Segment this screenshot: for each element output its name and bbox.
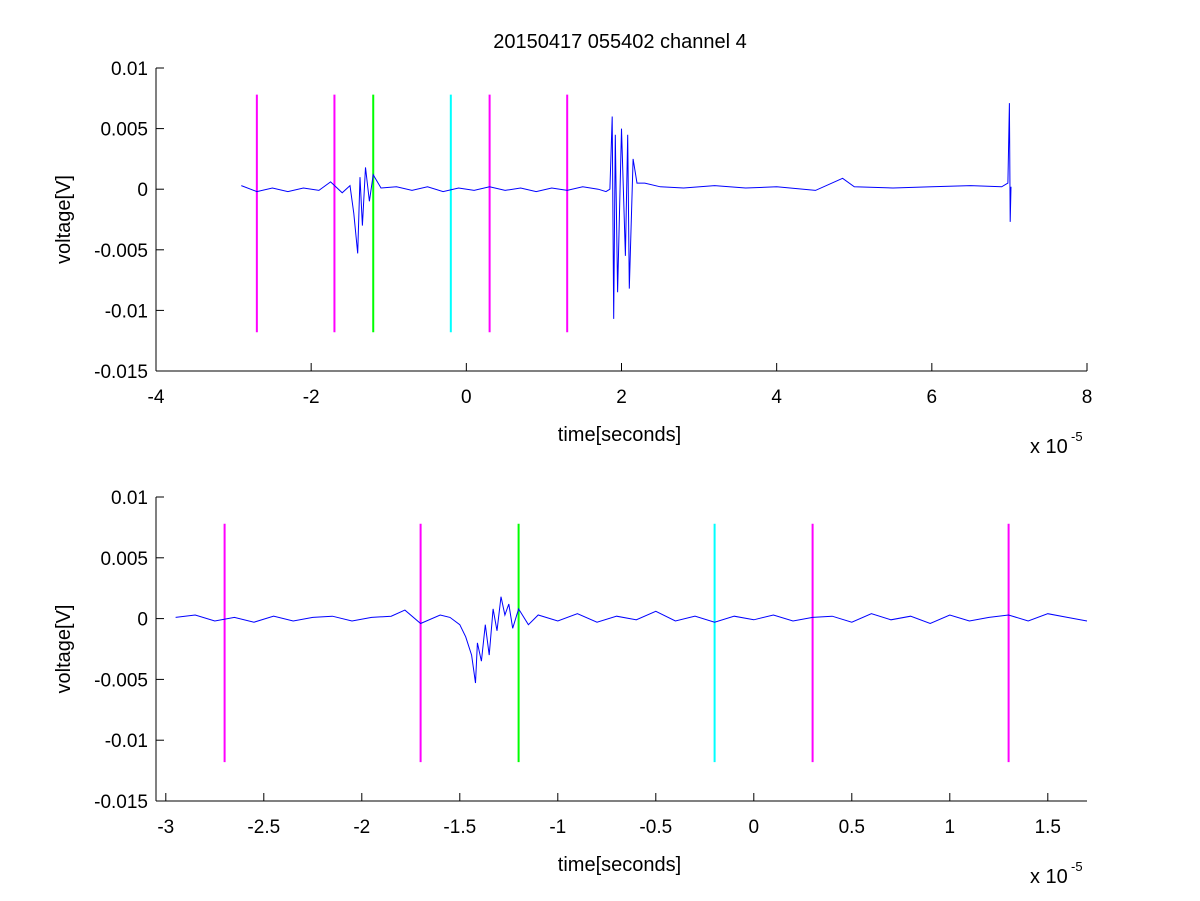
- top-plot: -0.015 -0.01 -0.005 0 0.005 0.01 -4 -2 0 2 4 6 8 time…: [53, 59, 1092, 458]
- bottom-y-axis-label: voltage[V]: [53, 605, 75, 694]
- bottom-x-axis-label: time[seconds]: [558, 854, 681, 876]
- bottom-y-tick-label: -0.01: [105, 731, 148, 752]
- bottom-x-tick-label: -2: [353, 817, 370, 838]
- top-x-tick-label: 2: [616, 387, 627, 408]
- bottom-x-tick-label: 0: [749, 817, 760, 838]
- bottom-x-tick-label: -3: [157, 817, 174, 838]
- top-y-axis-label: voltage[V]: [53, 175, 75, 264]
- bottom-x-tick-label: 1.5: [1035, 817, 1061, 838]
- bottom-y-tick-label: 0: [137, 610, 148, 631]
- bottom-plot: -0.015 -0.01 -0.005 0 0.005 0.01 -3 -2.5 -2 -1.5 -…: [53, 488, 1088, 888]
- bottom-y-tick-label: 0.005: [100, 549, 148, 570]
- top-x-tick-label: 0: [461, 387, 472, 408]
- bottom-x-scale-multiplier: x 10: [1030, 866, 1068, 888]
- top-y-tick-label: 0.01: [111, 59, 148, 80]
- top-x-tick-label: -2: [303, 387, 320, 408]
- figure-title: 20150417 055402 channel 4: [493, 31, 747, 53]
- top-y-tick-label: 0: [137, 180, 148, 201]
- top-y-tick-label: 0.005: [100, 120, 148, 141]
- bottom-y-tick-label: 0.01: [111, 488, 148, 509]
- bottom-x-scale-exponent: -5: [1071, 859, 1083, 874]
- top-y-tick-label: -0.01: [105, 301, 148, 322]
- bottom-x-tick-label: -0.5: [639, 817, 672, 838]
- top-x-tick-label: 6: [927, 387, 938, 408]
- top-x-tick-label: 8: [1082, 387, 1093, 408]
- top-x-tick-label: -4: [148, 387, 165, 408]
- bottom-x-tick-label: -1.5: [443, 817, 476, 838]
- top-x-scale-exponent: -5: [1071, 429, 1083, 444]
- bottom-y-tick-label: -0.015: [94, 792, 148, 813]
- bottom-y-tick-label: -0.005: [94, 670, 148, 691]
- bottom-x-tick-label: -1: [549, 817, 566, 838]
- top-x-tick-label: 4: [771, 387, 782, 408]
- bottom-x-tick-label: -2.5: [247, 817, 280, 838]
- top-y-tick-label: -0.015: [94, 362, 148, 383]
- bottom-x-tick-label: 1: [945, 817, 956, 838]
- top-x-axis-label: time[seconds]: [558, 424, 681, 446]
- bottom-x-tick-label: 0.5: [839, 817, 865, 838]
- top-signal-line: [241, 103, 1012, 319]
- top-y-tick-label: -0.005: [94, 241, 148, 262]
- top-x-scale-multiplier: x 10: [1030, 436, 1068, 458]
- bottom-signal-line: [175, 596, 1088, 684]
